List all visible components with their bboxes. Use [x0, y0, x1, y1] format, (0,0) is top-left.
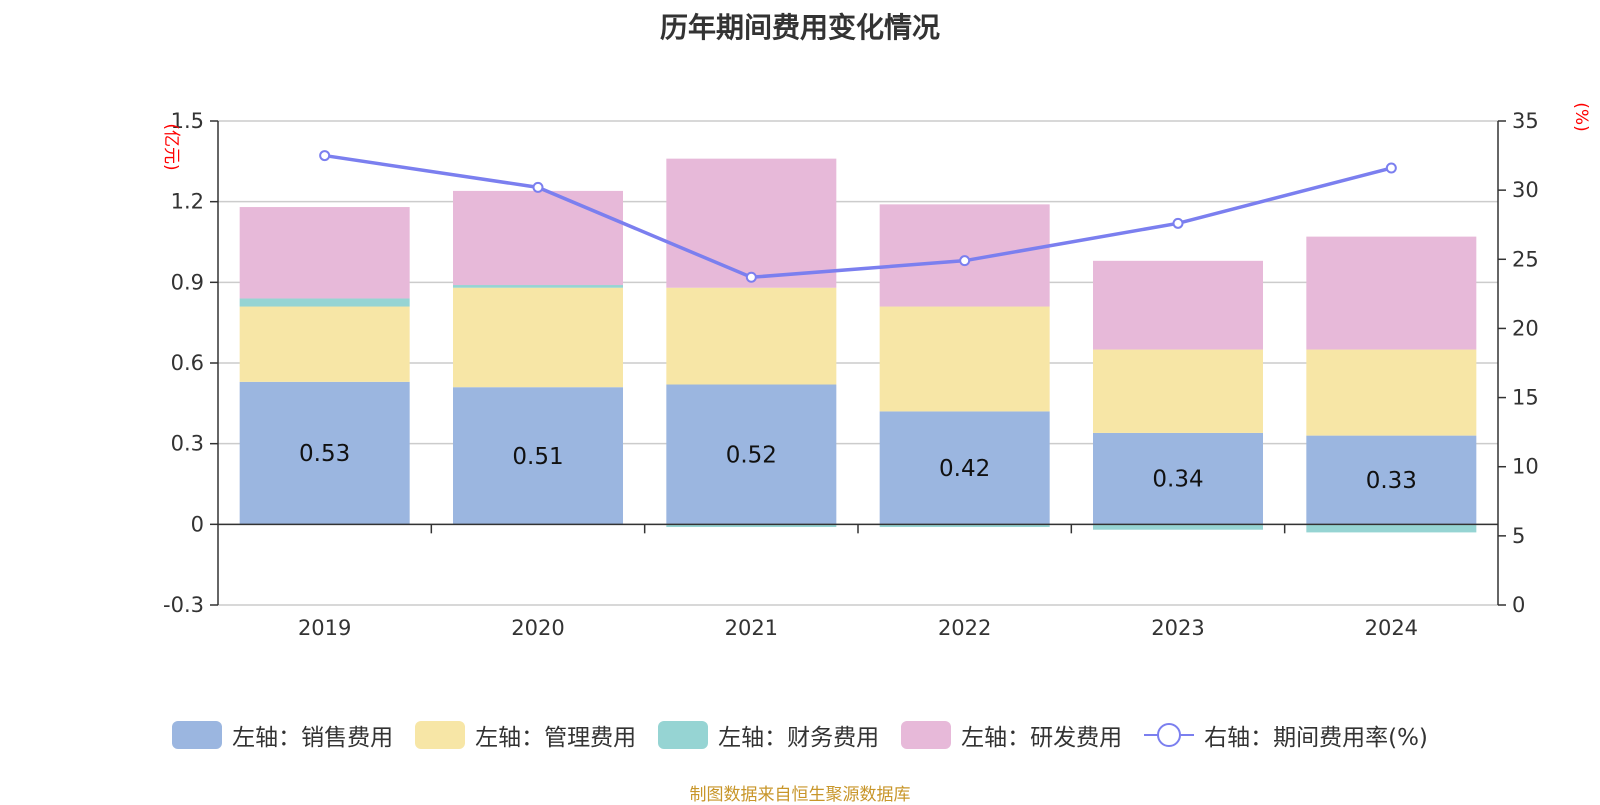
- bar-data-label: 0.42: [939, 456, 990, 482]
- legend-swatch-admin: [415, 721, 466, 749]
- legend-label-finance: 左轴：财务费用: [718, 725, 880, 751]
- legend-swatch-rnd: [901, 721, 952, 749]
- expense-rate-point: [1385, 162, 1397, 174]
- bar-data-label: 0.52: [726, 442, 777, 468]
- left-axis-tick-label: 0.9: [171, 270, 204, 294]
- right-axis-tick-label: 5: [1512, 524, 1525, 548]
- right-axis-tick-label: 25: [1512, 247, 1539, 271]
- expense-rate-point: [1172, 217, 1184, 229]
- x-axis-tick-label: 2022: [938, 616, 991, 640]
- chart-title: 历年期间费用变化情况: [659, 11, 940, 44]
- bar-segment: [1306, 349, 1477, 436]
- x-axis-tick-label: 2023: [1151, 616, 1204, 640]
- bar-segment: [239, 207, 410, 299]
- left-axis-unit: (亿元): [161, 123, 181, 170]
- x-axis-tick-label: 2019: [298, 616, 351, 640]
- legend-item-finance[interactable]: 左轴：财务费用: [658, 718, 879, 752]
- left-axis-tick-label: 0.6: [171, 351, 204, 375]
- right-axis-tick-label: 15: [1512, 386, 1539, 410]
- legend-item-rnd[interactable]: 左轴：研发费用: [901, 718, 1122, 752]
- bar-segment: [1306, 236, 1477, 350]
- chart-legend: 左轴：销售费用 左轴：管理费用 左轴：财务费用 左轴：研发费用 右轴：期间费用率…: [0, 718, 1600, 752]
- bar-segment: [1093, 432, 1263, 525]
- data-source-note: 制图数据来自恒生聚源数据库: [689, 785, 911, 805]
- bar-data-label: 0.53: [299, 441, 350, 467]
- legend-label-admin: 左轴：管理费用: [475, 725, 637, 751]
- right-axis-tick-label: 20: [1512, 316, 1539, 340]
- bar-segment: [666, 158, 837, 288]
- legend-label-sales: 左轴：销售费用: [232, 725, 394, 751]
- right-axis-tick-label: 35: [1512, 109, 1539, 133]
- legend-item-admin[interactable]: 左轴：管理费用: [415, 718, 636, 752]
- bar-segment: [1306, 435, 1477, 525]
- right-axis-tick-label: 0: [1512, 593, 1525, 617]
- legend-item-sales[interactable]: 左轴：销售费用: [172, 718, 393, 752]
- bar-segment: [453, 287, 623, 388]
- expense-rate-point: [959, 255, 971, 267]
- expense-rate-point: [745, 271, 757, 283]
- right-axis-unit: (%): [1571, 102, 1591, 131]
- bar-segment: [453, 190, 623, 286]
- bar-segment: [1093, 349, 1263, 433]
- x-axis-tick-label: 2020: [511, 616, 564, 640]
- expense-rate-line: [324, 153, 1392, 280]
- bar-segment: [239, 298, 410, 307]
- legend-swatch-sales: [172, 721, 223, 749]
- bar-data-label: 0.33: [1366, 468, 1417, 494]
- bar-segment: [453, 285, 623, 288]
- bar-segment: [453, 387, 623, 525]
- bar-segment: [1093, 524, 1263, 530]
- bar-data-label: 0.51: [512, 444, 563, 470]
- legend-label-expense-rate: 右轴：期间费用率(%): [1204, 725, 1428, 751]
- left-axis-tick-label: 1.2: [171, 190, 204, 214]
- legend-label-rnd: 左轴：研发费用: [961, 725, 1123, 751]
- left-axis-tick-label: 1.5: [171, 109, 204, 133]
- bar-segment: [666, 287, 837, 385]
- right-axis-tick-label: 30: [1512, 178, 1539, 202]
- bar-segment: [666, 524, 837, 528]
- bar-segment: [239, 381, 410, 525]
- chart-plot: -0.3 0 0.3 0.6 0.9 1.2 1.5 0 5 10 15 20 25 30 35 (亿元) (%…: [161, 102, 1591, 640]
- expense-rate-point: [532, 181, 544, 193]
- bar-segment: [879, 524, 1050, 528]
- bar-segment: [1093, 260, 1263, 350]
- bar-segment: [666, 384, 837, 525]
- x-axis-tick-label: 2021: [725, 616, 778, 640]
- bar-segment: [879, 411, 1050, 525]
- bar-segment: [879, 306, 1050, 412]
- bar-data-label: 0.34: [1152, 467, 1203, 493]
- legend-swatch-finance: [658, 721, 709, 749]
- legend-swatch-expense-rate: [1144, 721, 1195, 749]
- x-axis-tick-label: 2024: [1365, 616, 1418, 640]
- left-axis-tick-label: 0.3: [171, 432, 204, 456]
- bar-segment: [1306, 524, 1477, 533]
- right-axis-tick-label: 10: [1512, 455, 1539, 479]
- left-axis-tick-label: -0.3: [163, 593, 204, 617]
- bar-segment: [239, 306, 410, 382]
- expense-rate-point: [319, 150, 331, 162]
- left-axis-tick-label: 0: [191, 512, 204, 536]
- legend-item-expense-rate[interactable]: 右轴：期间费用率(%): [1144, 718, 1428, 752]
